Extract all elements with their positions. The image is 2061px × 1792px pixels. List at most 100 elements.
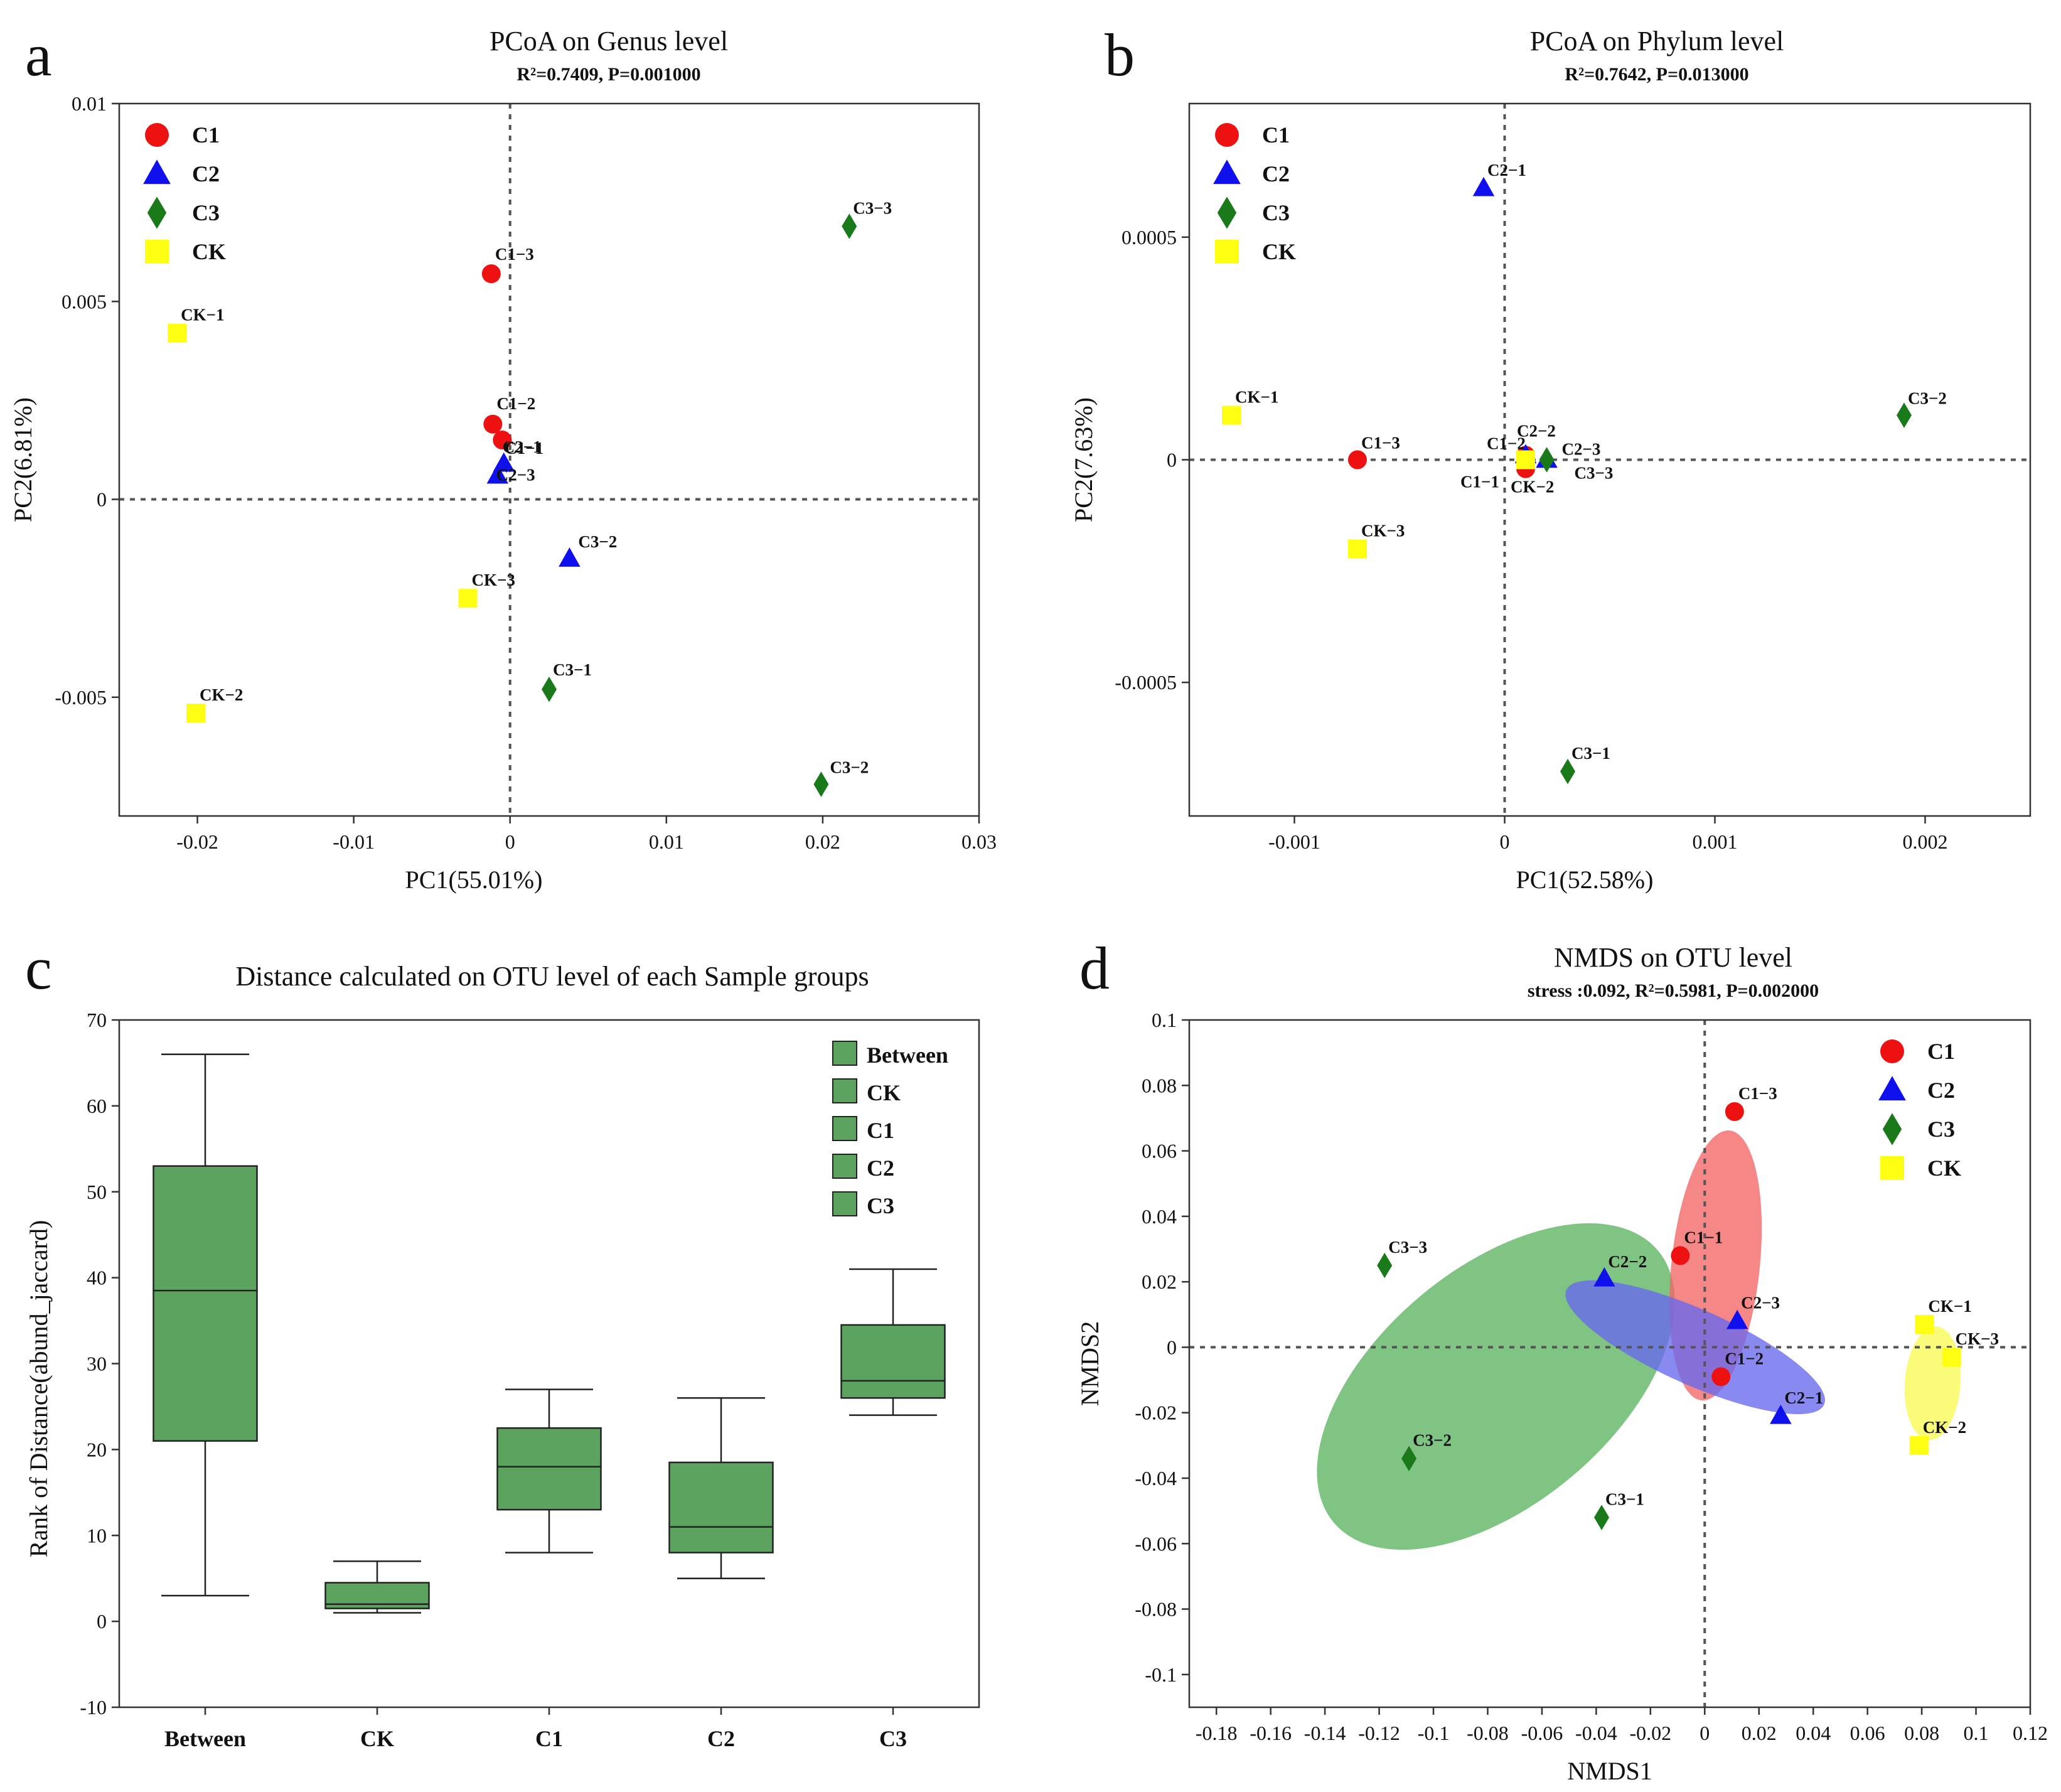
panel-a-pcoa-genus: PCoA on Genus level R²=0.7409, P=0.001000… xyxy=(9,21,997,894)
point-label-c3-1: C3−1 xyxy=(1605,1490,1644,1509)
legend-label-ck: CK xyxy=(1927,1156,1961,1181)
data-point-ck-2 xyxy=(186,704,206,723)
legend-label-ck: CK xyxy=(867,1080,901,1105)
series-ck: CK−1 CK−3 CK−2 xyxy=(1909,1297,1999,1455)
x-tick-label: -0.02 xyxy=(176,830,218,853)
legend-marker-ck xyxy=(1215,240,1239,264)
y-tick-label: -0.0005 xyxy=(1115,671,1177,694)
y-axis-label: PC2(6.81%) xyxy=(9,397,37,522)
point-label-c3-2: C3−2 xyxy=(1413,1431,1452,1450)
legend-label-c3: C3 xyxy=(867,1193,894,1218)
legend-label-between: Between xyxy=(867,1043,948,1068)
x-axis-label: NMDS1 xyxy=(1567,1757,1652,1785)
chart-subtitle: R²=0.7409, P=0.001000 xyxy=(517,64,700,85)
data-point-c2-3 xyxy=(486,464,509,484)
data-point-c1-2 xyxy=(1711,1367,1731,1387)
legend-swatch-between xyxy=(832,1041,857,1066)
point-label-ck-2: CK−2 xyxy=(1511,478,1554,496)
x-tick-label: C2 xyxy=(707,1726,735,1751)
point-label-c1-1: C1−1 xyxy=(1460,473,1499,491)
x-tick-label: -0.06 xyxy=(1521,1722,1563,1744)
point-label-c2-1: C2−1 xyxy=(503,437,542,456)
x-tick-label: -0.16 xyxy=(1250,1722,1292,1744)
data-point-c1-1 xyxy=(493,430,512,449)
chart-title: PCoA on Genus level xyxy=(490,26,728,56)
legend-label-c3: C3 xyxy=(1927,1117,1955,1142)
data-point-c3-1 xyxy=(1560,758,1575,785)
series-ck: CK−1 CK−3 CK−2 xyxy=(168,306,515,723)
x-tick-label: Between xyxy=(164,1726,246,1751)
y-tick-label: 0.01 xyxy=(72,92,107,115)
x-tick-label: 0 xyxy=(1700,1722,1710,1744)
plot-frame xyxy=(1188,1019,2032,1709)
data-point-c3-3 xyxy=(1539,447,1555,473)
legend: C1 C2 C3 CK xyxy=(143,122,226,264)
x-tick-label: 0.1 xyxy=(1964,1722,1989,1744)
y-axis-label: PC2(7.63%) xyxy=(1069,397,1098,522)
x-axis-label: PC1(52.58%) xyxy=(1516,866,1654,894)
legend-marker-ck xyxy=(1880,1156,1904,1180)
x-tick-label: 0 xyxy=(1500,830,1510,853)
box-c3 xyxy=(840,1268,946,1416)
data-point-c1-3 xyxy=(1348,450,1367,469)
x-tick-label: 0.02 xyxy=(1742,1722,1777,1744)
x-tick-label: -0.1 xyxy=(1418,1722,1450,1744)
x-tick-label: 0.02 xyxy=(805,830,840,853)
panel-c-distance-boxplot: c Distance calculated on OTU level of eac… xyxy=(24,935,980,1751)
legend-label-c1: C1 xyxy=(867,1118,894,1143)
x-tick-label: -0.01 xyxy=(333,830,375,853)
panel-letter: b xyxy=(1105,21,1135,89)
point-label-c3-2: C3−2 xyxy=(830,758,869,777)
legend-marker-ck xyxy=(145,240,169,264)
legend-label-ck: CK xyxy=(1262,239,1296,264)
legend-marker-c3 xyxy=(1217,196,1237,229)
y-tick-label: -0.06 xyxy=(1135,1532,1177,1555)
chart-subtitle: stress :0.092, R²=0.5981, P=0.002000 xyxy=(1528,980,1819,1001)
y-tick-label: 50 xyxy=(87,1181,107,1203)
legend-label-c1: C1 xyxy=(1262,122,1290,148)
x-tick-label: -0.14 xyxy=(1304,1722,1346,1744)
data-point-ck-2 xyxy=(1516,450,1535,469)
legend-marker-c1 xyxy=(1880,1039,1904,1063)
panel-letter: c xyxy=(25,935,52,1002)
legend-marker-c2 xyxy=(1878,1076,1906,1101)
y-tick-label: 30 xyxy=(87,1353,107,1375)
point-label-ck-3: CK−3 xyxy=(471,571,515,589)
data-point-c2-3 xyxy=(1726,1309,1748,1329)
y-tick-label: -0.04 xyxy=(1135,1467,1177,1489)
y-tick-label: 0 xyxy=(1167,1336,1177,1358)
legend-marker-c2 xyxy=(143,159,171,185)
point-label-ck-1: CK−1 xyxy=(1235,388,1278,407)
point-label-c3-3: C3−3 xyxy=(1388,1238,1427,1257)
point-label-c1-2: C1−2 xyxy=(1725,1349,1764,1368)
data-point-c3-1 xyxy=(1594,1505,1610,1530)
y-tick-label: 0.08 xyxy=(1142,1074,1177,1097)
y-tick-label: 10 xyxy=(87,1524,107,1547)
series-c3: C3−2 C3−3 C3−1 xyxy=(1539,389,1947,785)
legend-label-c1: C1 xyxy=(192,122,220,148)
box-iqr xyxy=(153,1165,258,1442)
x-tick-label: -0.08 xyxy=(1467,1722,1509,1744)
data-point-c3-2 xyxy=(559,547,581,567)
panel-b-pcoa-phylum: PCoA on Phylum level R²=0.7642, P=0.01300… xyxy=(1069,21,2032,894)
y-tick-label: 0.04 xyxy=(1142,1205,1177,1228)
data-point-ck-2 xyxy=(1909,1435,1929,1455)
y-tick-label: -0.08 xyxy=(1135,1598,1177,1621)
y-tick-label: 40 xyxy=(87,1267,107,1289)
panel-letter: d xyxy=(1079,935,1110,1002)
y-tick-label: 0 xyxy=(97,488,107,511)
box-ck xyxy=(324,1560,430,1614)
y-tick-label: 0.06 xyxy=(1142,1140,1177,1162)
x-tick-label: 0.03 xyxy=(961,830,997,853)
point-label-ck-2: CK−2 xyxy=(1923,1418,1966,1437)
point-label-c2-2: C2−2 xyxy=(1608,1252,1647,1271)
y-tick-label: 70 xyxy=(87,1009,107,1031)
y-tick-label: -0.1 xyxy=(1145,1663,1177,1686)
data-point-ck-1 xyxy=(1915,1314,1934,1334)
chart-title: NMDS on OTU level xyxy=(1554,942,1792,973)
y-tick-label: 60 xyxy=(87,1095,107,1117)
x-tick-label: 0 xyxy=(505,830,515,853)
series-c1: C1−3 C1−1 C1−2 xyxy=(1671,1084,1777,1387)
point-label-c3-3: C3−3 xyxy=(853,198,892,217)
